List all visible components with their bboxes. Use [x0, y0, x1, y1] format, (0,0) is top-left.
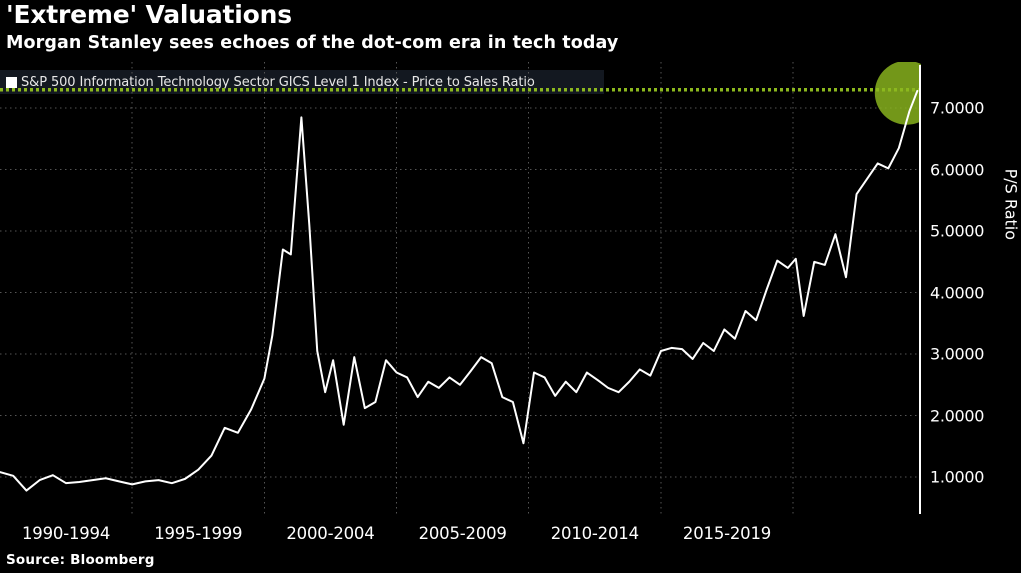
x-axis-tick-label: 1995-1999 — [154, 524, 243, 543]
chart-plot-area — [0, 62, 921, 517]
legend-series-label: S&P 500 Information Technology Sector GI… — [21, 74, 535, 90]
y-axis-spine — [919, 65, 921, 514]
source-attribution: Source: Bloomberg — [6, 552, 155, 568]
y-axis-tick-label: 7.0000 — [930, 98, 985, 118]
vertical-gridlines — [131, 62, 794, 517]
horizontal-gridlines — [0, 107, 920, 478]
y-axis-title: P/S Ratio — [1001, 168, 1020, 240]
y-axis-tick-label: 2.0000 — [930, 406, 985, 426]
x-axis-tick-label: 1990-1994 — [22, 524, 111, 543]
page-subtitle: Morgan Stanley sees echoes of the dot-co… — [6, 33, 619, 53]
y-axis-tick-label: 4.0000 — [930, 283, 985, 303]
x-axis-tick-label: 2015-2019 — [682, 524, 772, 543]
data-series-line — [0, 89, 919, 492]
legend-swatch-icon — [6, 76, 17, 88]
page-title: 'Extreme' Valuations — [6, 0, 292, 29]
x-axis-tick-label: 2010-2014 — [550, 524, 639, 543]
chart-header: 'Extreme' Valuations Morgan Stanley sees… — [0, 0, 1021, 62]
chart-canvas — [0, 62, 921, 517]
x-axis-labels: 1990-1994 1995-1999 2000-2004 2005-2009 2010… — [0, 524, 921, 550]
x-axis-tick-label: 2005-2009 — [418, 524, 507, 543]
highlight-annotations — [0, 62, 921, 125]
y-axis-tick-label: 6.0000 — [930, 160, 985, 180]
y-axis-tick-label: 1.0000 — [930, 467, 985, 487]
y-axis-tick-label: 5.0000 — [930, 221, 985, 241]
y-axis-labels: 1.0000 2.0000 3.0000 4.0000 5.0000 6.0000 7.00… — [924, 62, 999, 517]
x-axis-tick-label: 2000-2004 — [286, 524, 375, 543]
y-axis-tick-label: 3.0000 — [930, 344, 985, 364]
